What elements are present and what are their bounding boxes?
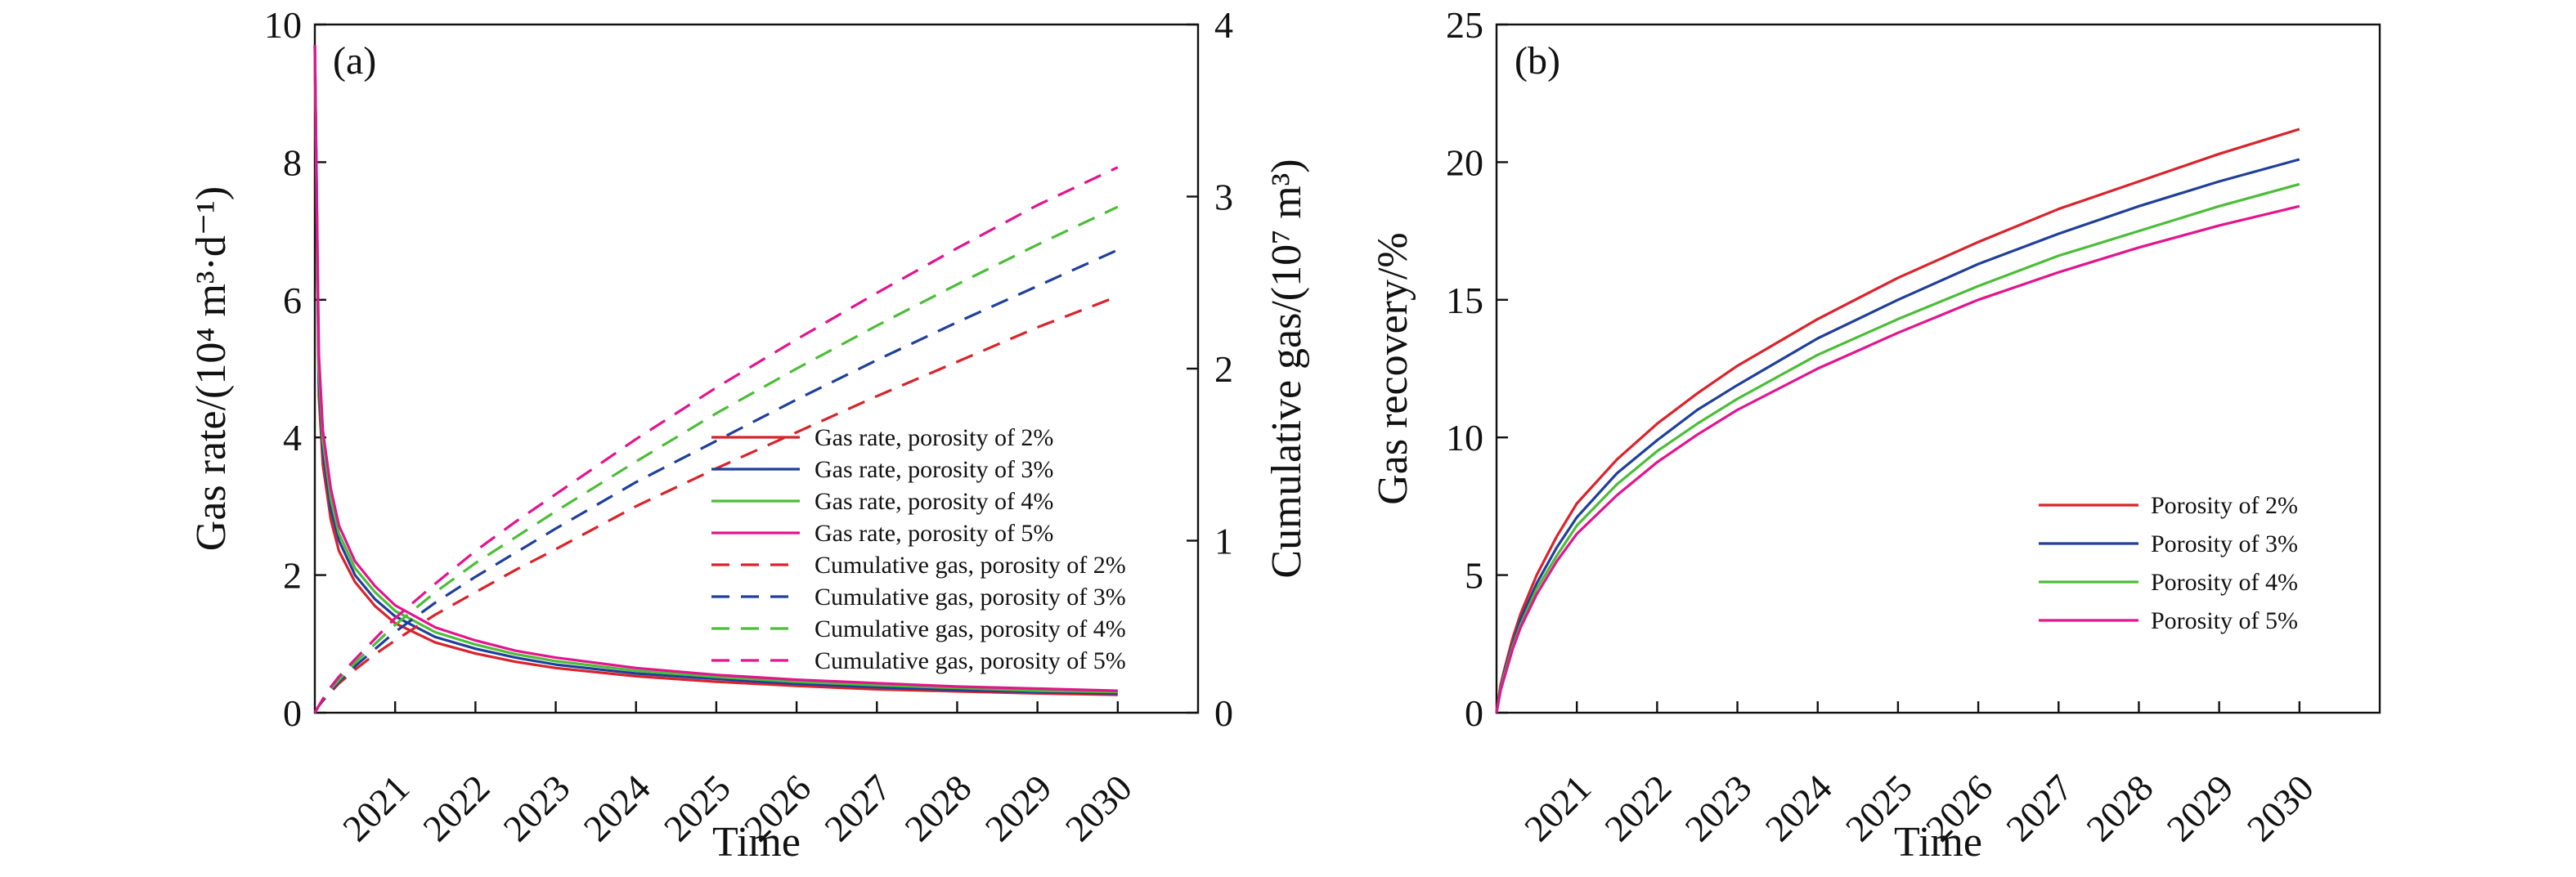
series-line-p3 [313,45,1118,695]
x-tick-label: 2030 [1057,767,1140,849]
y2-tick-label: 1 [1214,521,1233,562]
x-axis-title: Time [1894,819,1982,866]
series-line-p5 [1495,204,2300,714]
x-tick-label: 2021 [1516,767,1599,849]
y2-tick-label: 4 [1214,4,1233,46]
series-line-cumulative-p4 [313,205,1119,714]
y-tick-label: 5 [1465,555,1483,597]
series-group [1495,128,2300,714]
legend-label: Gas rate, porosity of 5% [815,520,1053,547]
x-tick-label: 2028 [2078,767,2161,849]
series-line-p2 [313,45,1118,696]
x-tick-label: 2023 [496,767,578,849]
legend: Gas rate, porosity of 2% Gas rate, porosi… [711,424,1126,674]
y-tick-label: 4 [283,417,302,459]
panel-label: (b) [1515,39,1560,83]
x-tick-label: 2023 [1677,767,1760,849]
y2-tick-label: 3 [1214,177,1233,218]
x-tick-label: 2028 [896,767,979,849]
legend-label: Cumulative gas, porosity of 3% [815,584,1126,611]
x-tick-label: 2021 [334,767,417,849]
legend: Porosity of 2% Porosity of 3% Porosity of … [2039,492,2298,634]
y2-tick-label: 0 [1214,692,1233,734]
legend-label: Gas rate, porosity of 4% [815,488,1053,515]
y-tick-label: 10 [264,4,302,46]
series-line-cumulative-p5 [313,166,1119,714]
x-tick-label: 2029 [2159,767,2242,849]
x-tick-label: 2027 [816,767,899,849]
y-tick-label: 10 [1446,417,1483,459]
y-tick-label: 6 [283,280,302,321]
legend-label: Cumulative gas, porosity of 5% [815,647,1126,674]
panel-b: 2021202220232024202520262027202820292030… [1370,4,2381,866]
y-tick-label: 8 [283,141,302,183]
series-line-cumulative-p3 [313,248,1119,714]
y-axis-title: Gas rate/(10⁴ m³·d⁻¹) [188,186,235,551]
x-tick-label: 2030 [2239,767,2322,849]
x-tick-label: 2024 [576,767,658,849]
y-tick-label: 20 [1446,141,1483,183]
x-tick-label: 2027 [1998,767,2080,849]
y-tick-label: 2 [283,555,302,597]
legend-label: Gas rate, porosity of 3% [815,456,1053,483]
y-axis-title: Gas recovery/% [1370,232,1416,505]
x-tick-label: 2022 [415,767,497,849]
legend-label: Porosity of 3% [2151,530,2298,557]
y2-tick-label: 2 [1214,348,1233,390]
series-line-p5 [313,45,1118,692]
x-tick-label: 2024 [1757,767,1840,849]
legend-label: Cumulative gas, porosity of 2% [815,552,1126,579]
legend-label: Porosity of 4% [2151,569,2298,596]
panel-label: (a) [333,39,376,83]
panel-a: 2021202220232024202520262027202820292030… [188,4,1310,866]
legend-label: Porosity of 5% [2151,607,2298,634]
y-tick-label: 15 [1446,280,1483,321]
series-line-p4 [313,45,1118,694]
y-tick-label: 0 [1465,692,1483,734]
y-tick-label: 0 [283,692,302,734]
legend-label: Gas rate, porosity of 2% [815,424,1053,451]
y-tick-label: 25 [1446,4,1483,46]
series-line-cumulative-p2 [313,295,1119,714]
plot-frame [1495,23,2381,714]
x-tick-label: 2022 [1596,767,1679,849]
x-tick-label: 2029 [977,767,1060,849]
x-axis-title: Time [712,819,801,866]
y2-axis-title: Cumulative gas/(10⁷ m³) [1263,159,1310,578]
series-group [313,45,1119,714]
series-line-p2 [1495,128,2300,714]
legend-label: Cumulative gas, porosity of 4% [815,615,1126,642]
legend-label: Porosity of 2% [2151,492,2298,519]
